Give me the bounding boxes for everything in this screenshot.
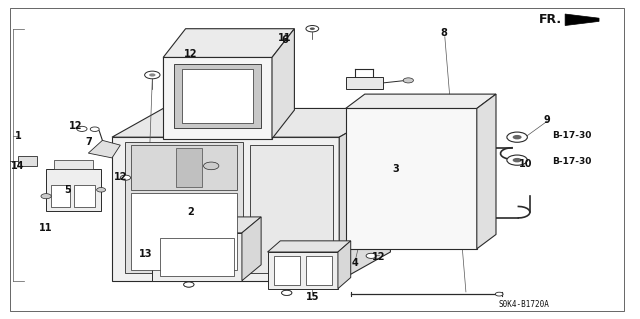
Circle shape (145, 71, 160, 79)
Circle shape (120, 175, 131, 180)
Polygon shape (346, 108, 477, 249)
Polygon shape (477, 94, 496, 249)
Circle shape (184, 282, 194, 287)
Polygon shape (74, 185, 95, 207)
Polygon shape (131, 145, 237, 190)
Circle shape (513, 158, 522, 162)
Text: 11: 11 (278, 33, 292, 43)
Polygon shape (54, 160, 93, 169)
Circle shape (90, 127, 99, 131)
Circle shape (310, 27, 315, 30)
Polygon shape (274, 256, 300, 285)
Polygon shape (346, 77, 383, 89)
Text: S0K4-B1720A: S0K4-B1720A (498, 300, 549, 309)
Text: 2: 2 (188, 207, 194, 217)
Polygon shape (163, 29, 294, 57)
Circle shape (366, 253, 376, 258)
Circle shape (149, 73, 156, 77)
Text: 12: 12 (113, 172, 127, 182)
Polygon shape (242, 217, 261, 281)
Circle shape (495, 292, 503, 296)
Polygon shape (112, 108, 390, 137)
Circle shape (184, 282, 194, 287)
Polygon shape (268, 241, 351, 252)
Circle shape (204, 162, 219, 170)
Circle shape (513, 135, 522, 139)
Text: 8: 8 (440, 28, 447, 39)
Polygon shape (152, 233, 242, 281)
Polygon shape (339, 108, 390, 281)
Polygon shape (338, 241, 351, 289)
Circle shape (97, 188, 106, 192)
Text: 11: 11 (39, 223, 53, 233)
Text: 3: 3 (392, 164, 399, 174)
Text: 5: 5 (64, 185, 70, 195)
Polygon shape (163, 57, 272, 139)
Polygon shape (88, 140, 120, 158)
Polygon shape (272, 29, 294, 139)
Bar (176, 148, 202, 187)
Polygon shape (174, 64, 261, 128)
Polygon shape (346, 94, 496, 108)
Text: 10: 10 (519, 159, 533, 169)
Polygon shape (51, 185, 70, 207)
Polygon shape (46, 169, 101, 211)
Text: 4: 4 (352, 258, 358, 268)
Polygon shape (565, 14, 599, 26)
Circle shape (282, 290, 292, 295)
Text: 9: 9 (544, 115, 550, 125)
Text: 12: 12 (184, 49, 198, 59)
Text: 7: 7 (85, 137, 92, 147)
Circle shape (306, 26, 319, 32)
Text: 15: 15 (305, 292, 319, 302)
Circle shape (507, 155, 527, 165)
Text: 13: 13 (139, 249, 153, 259)
Text: 1: 1 (15, 130, 21, 141)
Text: 12: 12 (372, 252, 386, 262)
Polygon shape (250, 145, 333, 273)
Polygon shape (112, 137, 339, 281)
Text: B-17-30: B-17-30 (552, 157, 591, 166)
Text: 12: 12 (68, 121, 83, 131)
Polygon shape (182, 69, 253, 123)
Text: 14: 14 (11, 161, 25, 171)
Polygon shape (268, 252, 338, 289)
Polygon shape (18, 156, 37, 166)
Circle shape (41, 194, 51, 199)
Circle shape (77, 126, 87, 131)
Circle shape (282, 290, 292, 295)
Circle shape (403, 78, 413, 83)
Polygon shape (160, 238, 234, 276)
Polygon shape (125, 142, 243, 273)
Circle shape (507, 132, 527, 142)
Polygon shape (152, 217, 261, 233)
Text: FR.: FR. (539, 13, 562, 26)
Polygon shape (306, 256, 332, 285)
Text: 6: 6 (282, 35, 288, 45)
Polygon shape (131, 193, 237, 270)
Text: B-17-30: B-17-30 (552, 131, 591, 140)
